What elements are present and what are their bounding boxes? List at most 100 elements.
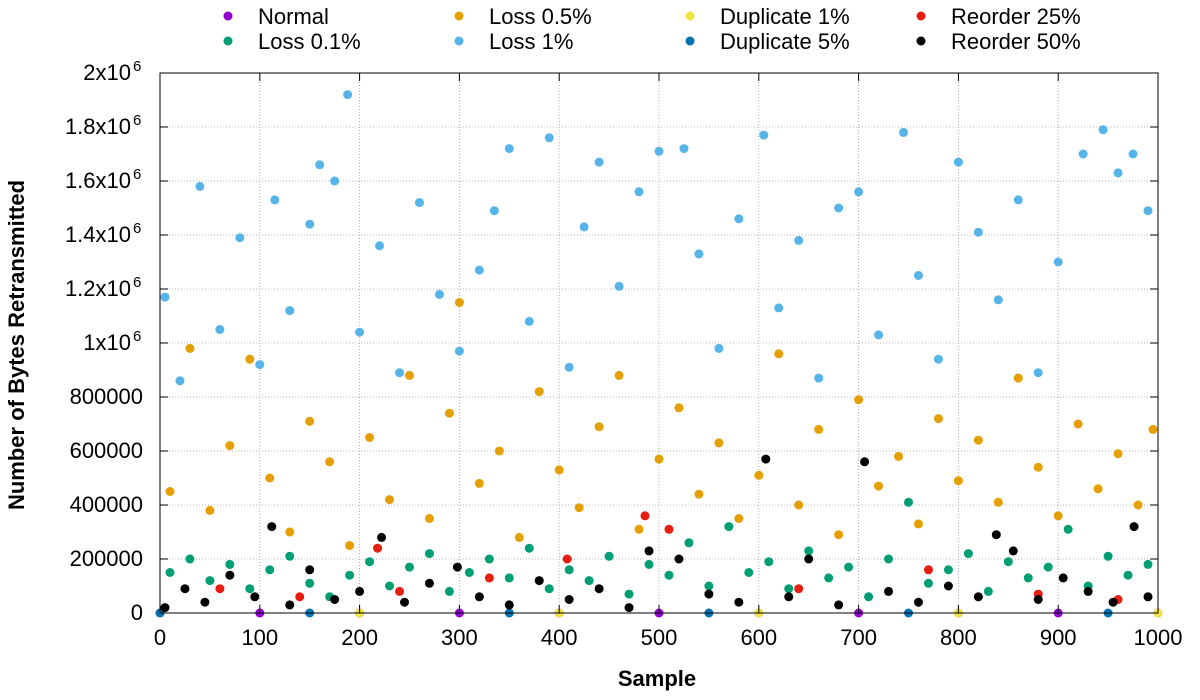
data-point	[1063, 524, 1073, 534]
data-point	[943, 565, 953, 575]
data-point	[489, 206, 499, 216]
data-point	[884, 554, 894, 564]
data-point	[305, 578, 315, 588]
data-point	[804, 546, 814, 556]
x-tick-label: 500	[641, 625, 678, 650]
data-point	[315, 160, 325, 170]
data-point	[993, 295, 1003, 305]
data-point	[913, 519, 923, 529]
data-point	[1013, 373, 1023, 383]
data-point	[395, 368, 405, 378]
y-tick-label: 2x10	[83, 60, 131, 85]
data-point	[654, 454, 664, 464]
data-point	[794, 235, 804, 245]
data-point	[424, 549, 434, 559]
data-point	[225, 570, 235, 580]
data-point	[375, 241, 385, 251]
data-point	[973, 435, 983, 445]
data-point	[1143, 206, 1153, 216]
data-point	[784, 584, 794, 594]
data-point	[434, 289, 444, 299]
data-point	[1148, 424, 1158, 434]
data-point	[215, 584, 225, 594]
data-point	[714, 438, 724, 448]
data-point	[250, 592, 260, 602]
data-point	[205, 505, 215, 515]
data-point	[744, 568, 754, 577]
x-tick-label: 1000	[1134, 625, 1183, 650]
data-point	[624, 603, 634, 613]
y-tick-exponent: 6	[133, 220, 141, 237]
x-tick-label: 400	[541, 625, 578, 650]
data-point	[973, 227, 983, 237]
data-point	[759, 130, 769, 140]
y-tick-label: 1.6x10	[65, 168, 131, 193]
data-point	[452, 562, 462, 572]
y-tick-label: 600000	[70, 438, 143, 463]
legend-label: Loss 0.1%	[258, 29, 361, 54]
y-tick-exponent: 6	[133, 328, 141, 345]
data-point	[285, 527, 295, 537]
data-point	[185, 554, 195, 564]
data-point	[330, 595, 340, 604]
data-point	[814, 373, 824, 383]
x-axis-title: Sample	[618, 666, 696, 691]
data-point	[884, 586, 894, 596]
x-tick-labels: 0 100 200 300 400 500 600 700 800 900 1000	[154, 625, 1183, 650]
y-tick-exponent: 6	[133, 274, 141, 291]
data-point	[674, 554, 684, 564]
legend-marker	[685, 11, 695, 21]
data-point	[933, 354, 943, 364]
data-point	[200, 597, 210, 607]
data-point	[1083, 586, 1093, 596]
x-tick-label: 800	[940, 625, 977, 650]
data-point	[215, 325, 225, 334]
data-point	[225, 559, 235, 569]
data-point	[474, 478, 484, 488]
data-point	[624, 589, 634, 599]
data-point	[594, 422, 604, 432]
data-point	[524, 543, 534, 553]
y-tick-exponent: 6	[133, 166, 141, 183]
data-point	[854, 187, 864, 197]
data-point	[664, 570, 674, 580]
data-point	[373, 543, 383, 553]
data-point	[1053, 511, 1063, 521]
y-tick-label: 800000	[70, 384, 143, 409]
data-point	[245, 354, 255, 364]
data-point	[267, 522, 277, 532]
y-tick-label: 200000	[70, 546, 143, 571]
data-point	[764, 557, 774, 567]
data-point	[225, 441, 235, 451]
legend-marker	[685, 36, 695, 46]
data-point	[674, 403, 684, 413]
data-point	[424, 514, 434, 523]
x-tick-label: 600	[740, 625, 777, 650]
data-point	[953, 476, 963, 486]
data-point	[295, 592, 305, 602]
data-point	[953, 157, 963, 167]
data-point	[395, 586, 405, 596]
data-point	[1143, 592, 1153, 602]
data-point	[644, 546, 654, 556]
data-point	[165, 487, 175, 496]
legend-label: Normal	[258, 4, 329, 29]
data-point	[614, 370, 624, 380]
data-point	[584, 576, 594, 586]
data-point	[973, 592, 983, 602]
data-point	[1108, 597, 1118, 607]
data-point	[594, 584, 604, 594]
y-tick-label: 0	[131, 600, 143, 625]
data-point	[195, 181, 205, 191]
legend-label: Reorder 50%	[951, 29, 1081, 54]
data-point	[814, 424, 824, 434]
data-point	[562, 554, 572, 564]
data-point	[365, 433, 375, 442]
data-point	[794, 584, 804, 594]
y-tick-label: 1.8x10	[65, 114, 131, 139]
data-point	[963, 549, 973, 559]
data-point	[1128, 149, 1138, 159]
data-point	[355, 327, 365, 337]
